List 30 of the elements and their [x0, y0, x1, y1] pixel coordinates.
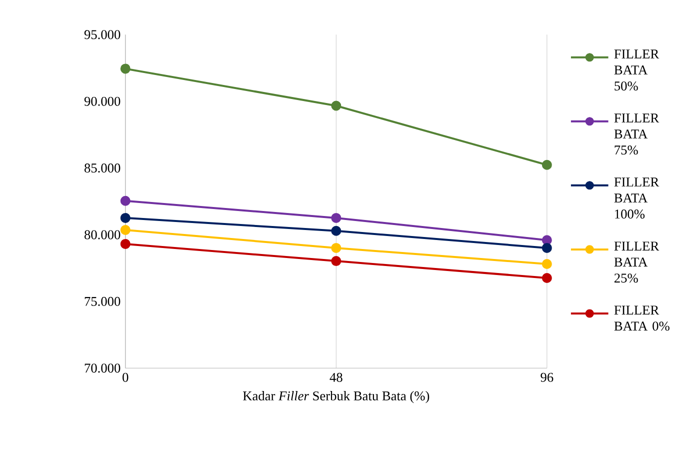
point — [542, 273, 552, 284]
point — [331, 213, 342, 224]
point — [120, 196, 130, 206]
point — [120, 239, 130, 250]
point — [120, 213, 130, 224]
point — [542, 243, 552, 254]
x-tick-label: 96 — [540, 372, 554, 382]
point — [331, 256, 342, 266]
x-tick-label: 0 — [122, 372, 128, 382]
y-tick-label: 80.000 — [84, 230, 120, 240]
point — [120, 64, 130, 74]
point — [331, 226, 342, 236]
point — [542, 235, 552, 246]
y-tick-label: 95.000 — [84, 30, 120, 40]
y-tick-label: 70.000 — [84, 364, 120, 373]
legend-label: FILLER BATA 0% — [614, 306, 670, 331]
x-axis-title: Kadar Filler Serbuk Batu Bata (%) — [242, 391, 430, 404]
point — [331, 243, 342, 254]
point — [331, 100, 342, 111]
legend-label: FILLER BATA 50% — [614, 50, 660, 91]
point — [542, 259, 552, 270]
y-tick-label: 90.000 — [84, 96, 120, 106]
point — [120, 225, 130, 236]
legend-label: FILLER BATA 75% — [614, 114, 660, 155]
legend-label: FILLER BATA 100% — [614, 178, 660, 219]
x-tick-label: 48 — [330, 372, 342, 382]
y-tick-label: 75.000 — [84, 297, 120, 306]
point — [542, 160, 552, 170]
y-tick-label: 85.000 — [84, 164, 120, 173]
legend-label: FILLER BATA 25% — [614, 242, 660, 283]
